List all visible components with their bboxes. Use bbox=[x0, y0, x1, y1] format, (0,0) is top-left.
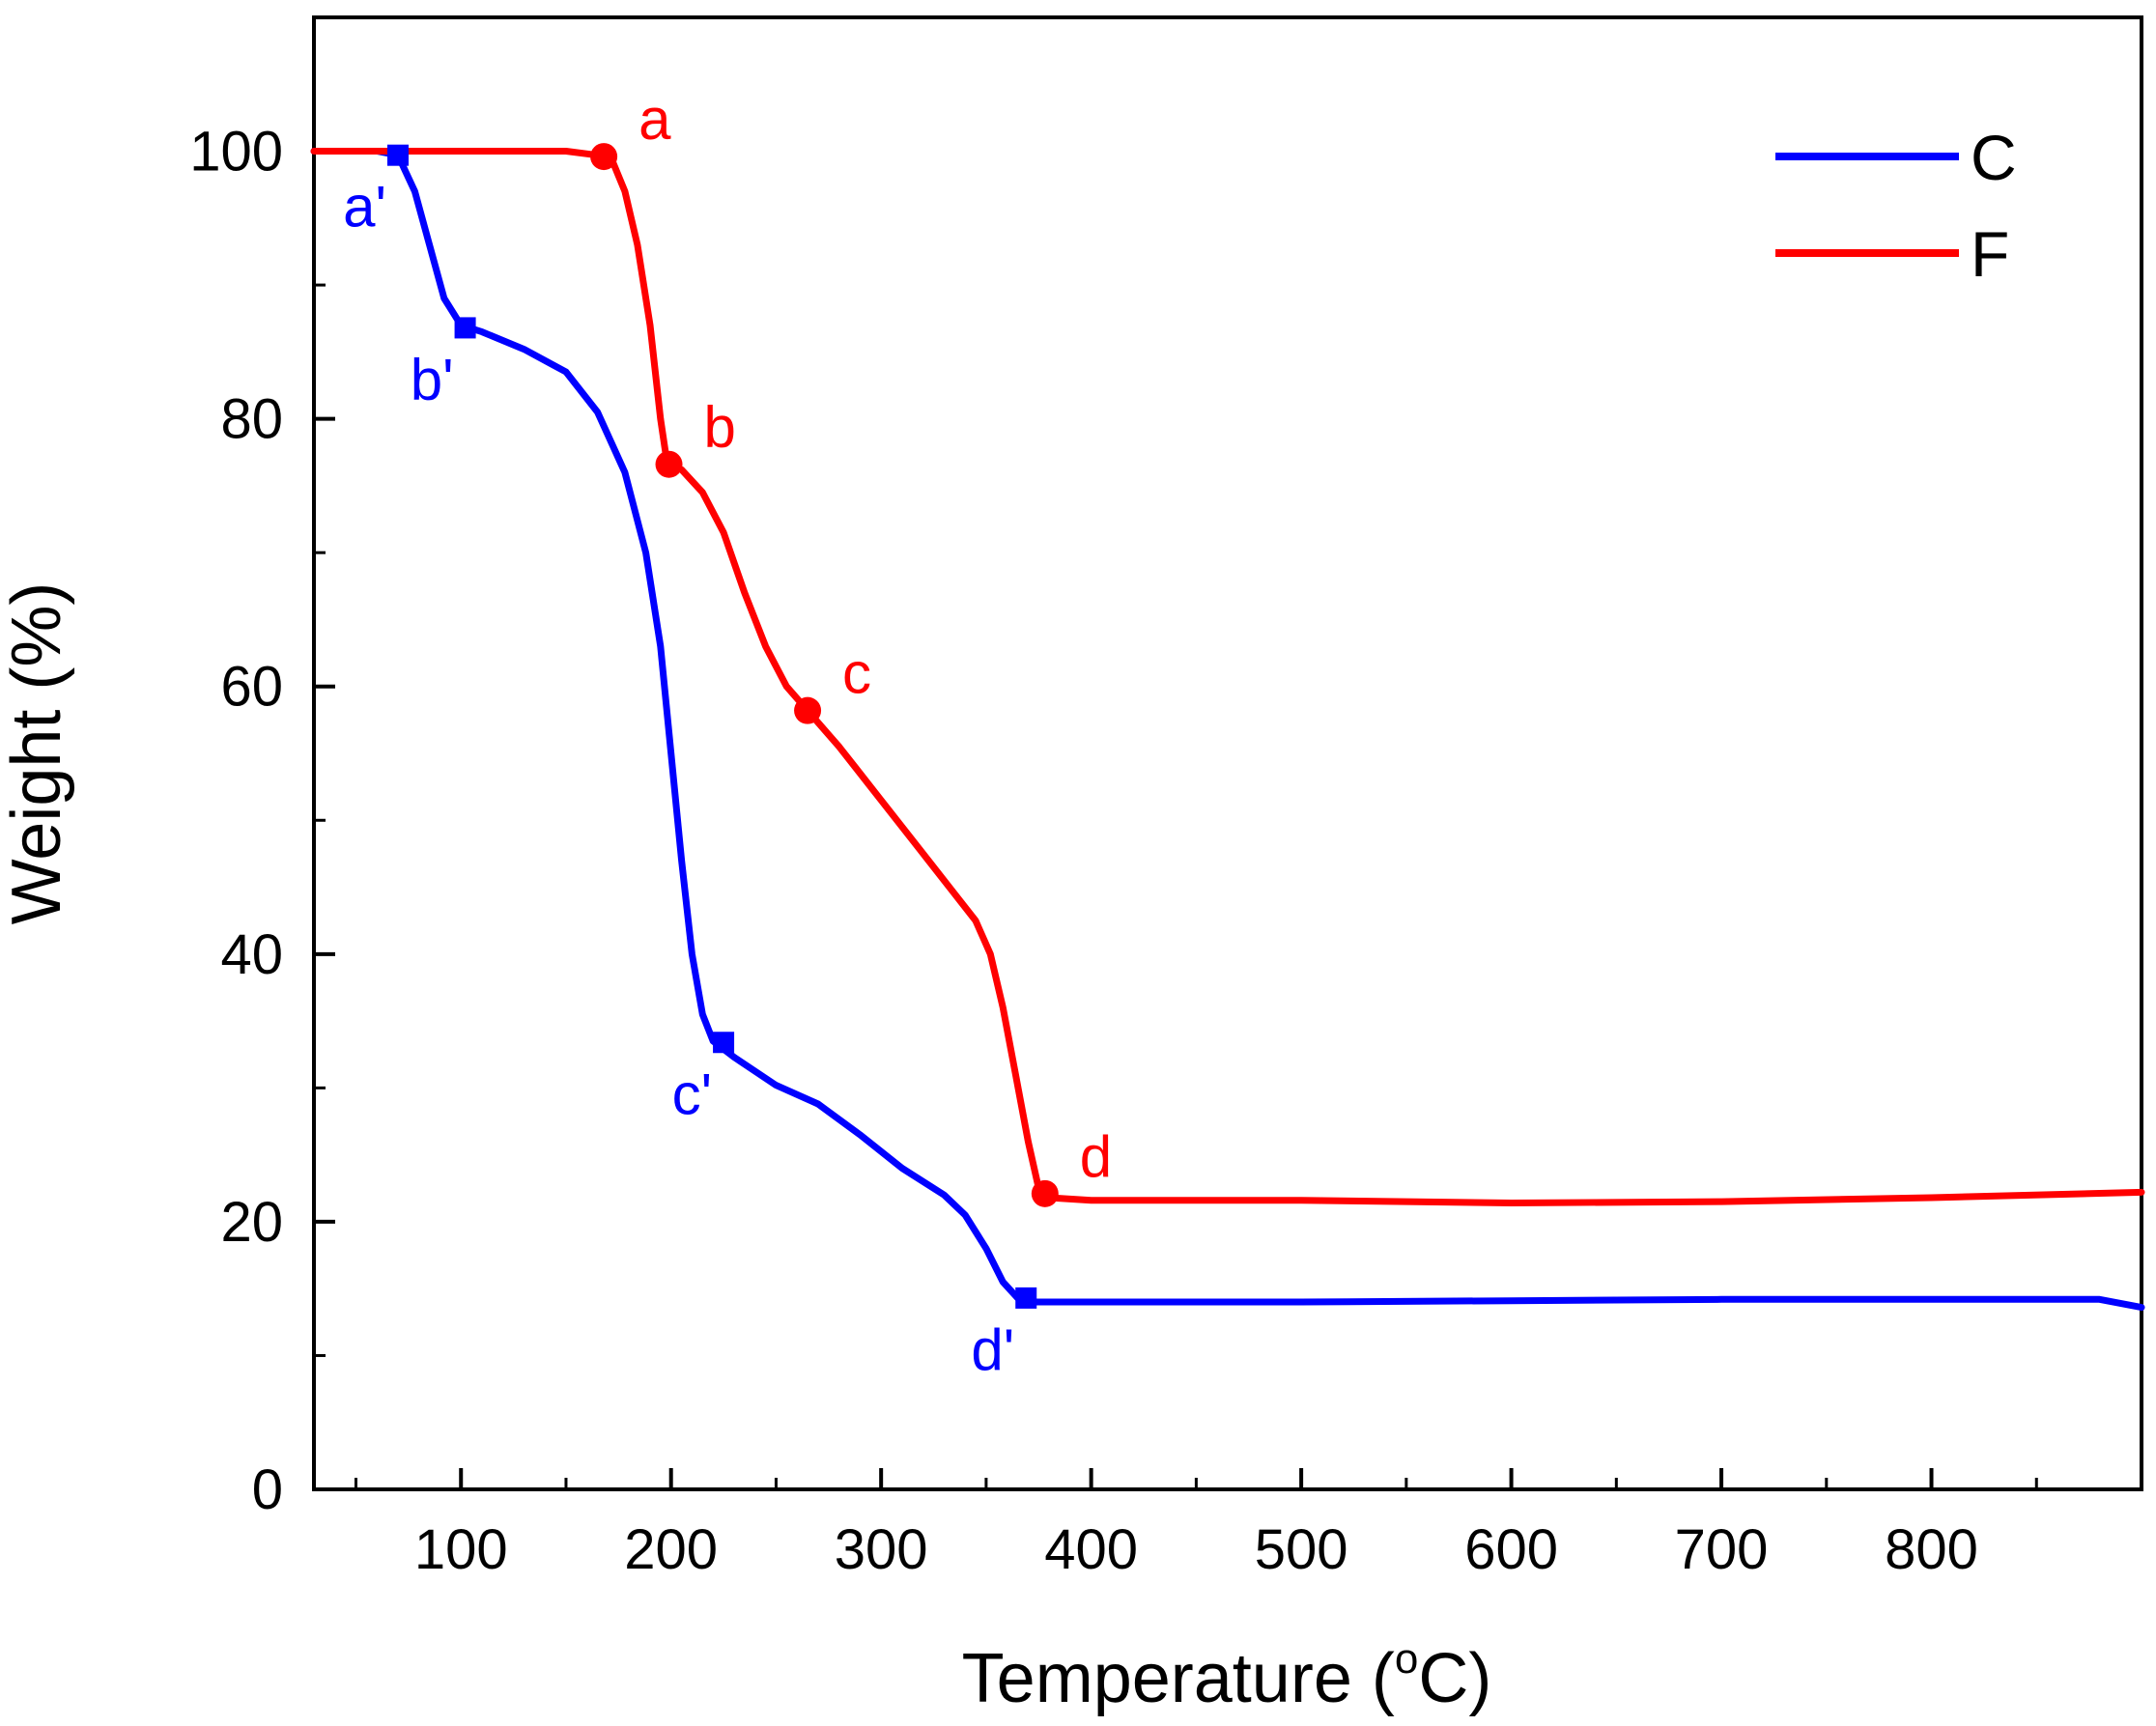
x-tick-label-300: 300 bbox=[835, 1518, 928, 1581]
x-axis-title-tail: C) bbox=[1418, 1640, 1491, 1717]
point-label-a: a bbox=[638, 87, 671, 152]
x-axis-title-superscript: o bbox=[1395, 1635, 1418, 1683]
x-tick-label-200: 200 bbox=[624, 1518, 718, 1581]
marker-b bbox=[655, 450, 683, 478]
point-label-aprime: a' bbox=[343, 175, 386, 240]
series-markers: a' b' c' d' a b c d bbox=[343, 87, 1112, 1382]
x-tick-label-500: 500 bbox=[1255, 1518, 1348, 1581]
y-tick-label-40: 40 bbox=[220, 923, 283, 986]
series-line-C bbox=[310, 148, 2145, 1312]
y-tick-label-80: 80 bbox=[220, 388, 283, 451]
y-axis-title: Weight (%) bbox=[0, 582, 75, 925]
legend-label-C: C bbox=[1971, 122, 2017, 193]
x-tick-label-600: 600 bbox=[1464, 1518, 1558, 1581]
legend: CF bbox=[1775, 122, 2017, 290]
point-label-cprime: c' bbox=[672, 1061, 712, 1126]
marker-dprime bbox=[1015, 1287, 1037, 1309]
marker-d bbox=[1031, 1179, 1059, 1207]
y-tick-label-60: 60 bbox=[220, 656, 283, 719]
point-label-d: d bbox=[1080, 1124, 1112, 1189]
plot-frame bbox=[312, 15, 2143, 1491]
x-tick-label-800: 800 bbox=[1885, 1518, 1978, 1581]
x-axis-title-main: Temperature ( bbox=[962, 1640, 1395, 1717]
x-axis-title: Temperature (oC) bbox=[962, 1635, 1492, 1717]
legend-label-F: F bbox=[1971, 218, 2009, 290]
marker-cprime bbox=[713, 1032, 735, 1054]
point-label-bprime: b' bbox=[411, 347, 454, 411]
series-line-F bbox=[310, 148, 2145, 1206]
point-label-b: b bbox=[704, 395, 736, 460]
marker-c bbox=[794, 696, 822, 724]
x-tick-label-100: 100 bbox=[414, 1518, 508, 1581]
marker-a bbox=[590, 143, 618, 171]
x-tick-label-400: 400 bbox=[1044, 1518, 1138, 1581]
marker-aprime bbox=[386, 144, 409, 166]
series-lines bbox=[310, 148, 2145, 1312]
y-tick-label-20: 20 bbox=[220, 1191, 283, 1254]
axis-ticks: 100 200 300 400 500 600 700 800 0 20 40 60 80 100 bbox=[189, 121, 2038, 1581]
point-label-dprime: d' bbox=[971, 1317, 1014, 1382]
y-tick-label-100: 100 bbox=[189, 121, 283, 184]
x-tick-label-700: 700 bbox=[1675, 1518, 1769, 1581]
point-label-c: c bbox=[842, 641, 871, 706]
y-tick-label-0: 0 bbox=[252, 1458, 283, 1521]
marker-bprime bbox=[454, 317, 476, 339]
